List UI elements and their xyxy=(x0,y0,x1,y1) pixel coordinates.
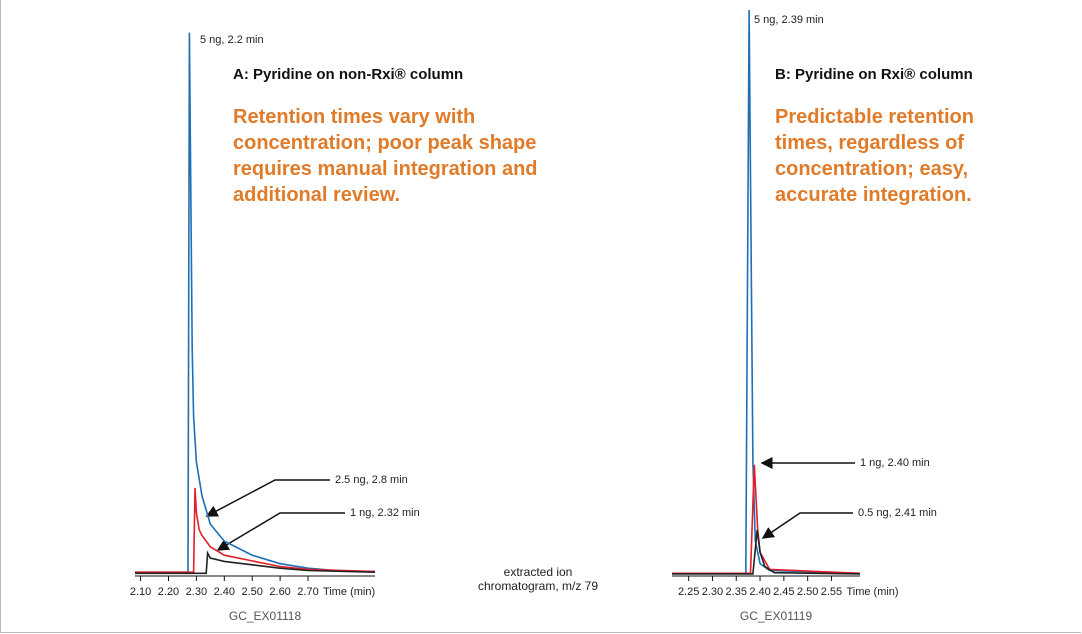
series-line xyxy=(672,9,861,575)
x-tick-label: 2.45 xyxy=(773,586,794,598)
x-tick-label: 2.60 xyxy=(269,586,290,598)
series-line xyxy=(135,487,376,573)
peak-label: 5 ng, 2.2 min xyxy=(200,34,264,46)
annotation-arrows xyxy=(205,457,855,551)
x-tick-label: 2.30 xyxy=(702,586,723,598)
x-axis-label: Time (min) xyxy=(323,586,375,598)
chart-title: A: Pyridine on non-Rxi® column xyxy=(233,66,464,83)
x-axis-label: Time (min) xyxy=(846,586,898,598)
series-line xyxy=(672,464,861,575)
caption: extracted ion chromatogram, m/z 79 xyxy=(477,565,599,593)
chart-title: B: Pyridine on Rxi® column xyxy=(775,66,973,83)
peak-label: 5 ng, 2.39 min xyxy=(754,14,824,26)
x-tick-label: 2.35 xyxy=(726,586,747,598)
x-tick-label: 2.25 xyxy=(678,586,699,598)
x-tick-label: 2.70 xyxy=(297,586,318,598)
chart-subtitle: Retention times vary with concentration;… xyxy=(233,106,538,206)
x-tick-label: 2.20 xyxy=(158,586,179,598)
series-line xyxy=(135,550,376,575)
arrow xyxy=(761,512,853,539)
series-line xyxy=(135,32,376,573)
x-tick-label: 2.40 xyxy=(749,586,770,598)
peak-label: 0.5 ng, 2.41 min xyxy=(858,507,937,519)
chart-code: GC_EX01118 xyxy=(229,609,302,623)
chart-subtitle: Predictable retention times, regardless … xyxy=(775,106,974,206)
x-tick-label: 2.30 xyxy=(186,586,207,598)
arrow xyxy=(205,479,330,517)
series-line xyxy=(672,529,861,575)
x-tick-label: 2.50 xyxy=(797,586,818,598)
peak-label: 1 ng, 2.40 min xyxy=(860,457,930,469)
peak-label: 1 ng, 2.32 min xyxy=(350,507,420,519)
x-tick-label: 2.40 xyxy=(214,586,235,598)
peak-label: 2.5 ng, 2.8 min xyxy=(335,474,408,486)
chart-code: GC_EX01119 xyxy=(740,609,813,623)
x-tick-label: 2.10 xyxy=(130,586,151,598)
x-tick-label: 2.55 xyxy=(821,586,842,598)
x-tick-label: 2.50 xyxy=(241,586,262,598)
arrow xyxy=(216,512,345,551)
